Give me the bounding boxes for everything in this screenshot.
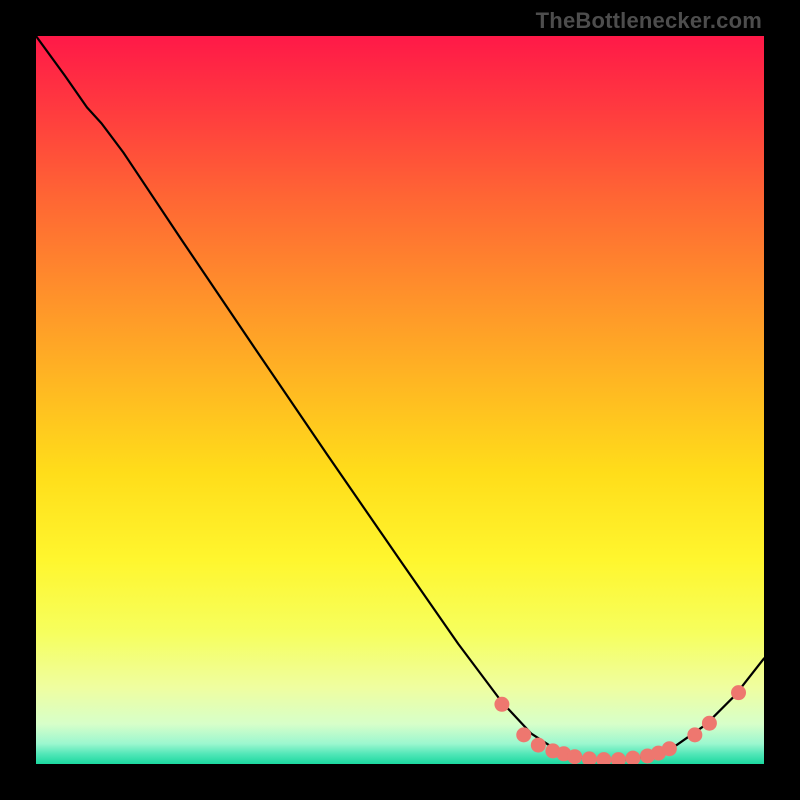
curve-marker bbox=[582, 751, 597, 764]
curve-marker bbox=[611, 752, 626, 764]
curve-marker bbox=[702, 716, 717, 731]
chart-line-layer bbox=[36, 36, 764, 764]
curve-marker bbox=[567, 749, 582, 764]
curve-marker bbox=[687, 727, 702, 742]
curve-marker bbox=[531, 738, 546, 753]
curve-marker bbox=[625, 751, 640, 764]
curve-marker bbox=[516, 727, 531, 742]
curve-marker bbox=[731, 685, 746, 700]
curve-marker bbox=[596, 752, 611, 764]
attribution-text: TheBottlenecker.com bbox=[536, 8, 762, 34]
curve-marker bbox=[662, 741, 677, 756]
plot-area bbox=[36, 36, 764, 764]
curve-markers bbox=[494, 685, 746, 764]
bottleneck-curve bbox=[36, 36, 764, 760]
curve-marker bbox=[494, 697, 509, 712]
